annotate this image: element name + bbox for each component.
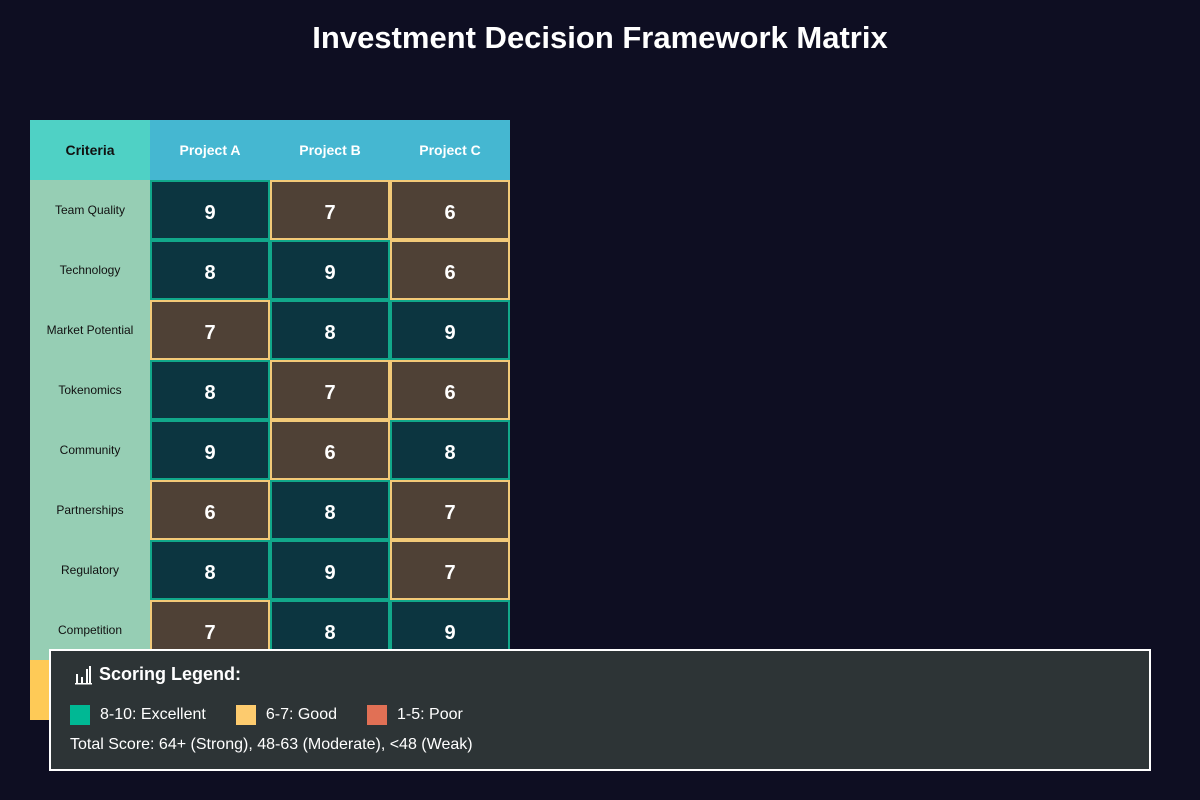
criteria-label: Partnerships bbox=[30, 480, 150, 540]
matrix-row-market-potential: Market Potential 7 8 9 bbox=[30, 300, 510, 360]
matrix-row-team-quality: Team Quality 9 7 6 bbox=[30, 180, 510, 240]
legend-swatch-good bbox=[235, 705, 256, 725]
matrix-body: Team Quality 9 7 6 Technology 8 9 6 Market Poten… bbox=[30, 180, 510, 660]
score-cell-project-a: 9 bbox=[150, 180, 270, 240]
matrix-row-regulatory: Regulatory 8 9 7 bbox=[30, 540, 510, 600]
matrix-row-technology: Technology 8 9 6 bbox=[30, 240, 510, 300]
legend-label-good: 6-7: Good bbox=[265, 706, 337, 723]
legend-swatch-excellent bbox=[70, 705, 90, 725]
project-b-header: Project B bbox=[270, 120, 390, 180]
score-cell-project-b: 7 bbox=[270, 360, 390, 420]
legend-title-text: Scoring Legend: bbox=[99, 664, 242, 684]
legend-label-excellent: 8-10: Excellent bbox=[100, 706, 206, 723]
score-cell-project-b: 8 bbox=[270, 480, 390, 540]
criteria-label: Regulatory bbox=[30, 540, 150, 600]
score-cell-project-a: 9 bbox=[150, 420, 270, 480]
score-cell-project-c: 6 bbox=[390, 240, 510, 300]
matrix-row-partnerships: Partnerships 6 8 7 bbox=[30, 480, 510, 540]
legend-label-poor: 1-5: Poor bbox=[397, 706, 463, 723]
score-cell-project-a: 8 bbox=[150, 360, 270, 420]
legend-title: Scoring Legend: bbox=[73, 664, 241, 685]
score-cell-project-b: 8 bbox=[270, 300, 390, 360]
matrix-row-tokenomics: Tokenomics 8 7 6 bbox=[30, 360, 510, 420]
project-a-header: Project A bbox=[150, 120, 270, 180]
score-cell-project-c: 6 bbox=[390, 360, 510, 420]
page-title: Investment Decision Framework Matrix bbox=[312, 20, 888, 55]
legend-note: Total Score: 64+ (Strong), 48-63 (Modera… bbox=[70, 736, 473, 753]
criteria-label: Team Quality bbox=[30, 180, 150, 240]
score-cell-project-b: 6 bbox=[270, 420, 390, 480]
criteria-label: Technology bbox=[30, 240, 150, 300]
criteria-label: Tokenomics bbox=[30, 360, 150, 420]
score-cell-project-a: 8 bbox=[150, 540, 270, 600]
matrix-row-community: Community 9 6 8 bbox=[30, 420, 510, 480]
project-c-header: Project C bbox=[390, 120, 510, 180]
legend-item-excellent: 8-10: Excellent bbox=[70, 705, 206, 725]
legend-items: 8-10: Excellent 6-7: Good 1-5: Poor bbox=[70, 705, 493, 725]
score-cell-project-a: 7 bbox=[150, 300, 270, 360]
criteria-label: Market Potential bbox=[30, 300, 150, 360]
matrix-header-row: Criteria Project A Project B Project C bbox=[30, 120, 510, 180]
bar-chart-icon bbox=[75, 665, 92, 684]
score-cell-project-c: 8 bbox=[390, 420, 510, 480]
scoring-legend: Scoring Legend: 8-10: Excellent 6-7: Goo… bbox=[49, 649, 1151, 771]
score-cell-project-c: 7 bbox=[390, 540, 510, 600]
criteria-label: Community bbox=[30, 420, 150, 480]
score-cell-project-c: 9 bbox=[390, 300, 510, 360]
score-cell-project-b: 7 bbox=[270, 180, 390, 240]
legend-swatch-poor bbox=[367, 705, 387, 725]
score-cell-project-c: 6 bbox=[390, 180, 510, 240]
score-cell-project-b: 9 bbox=[270, 540, 390, 600]
decision-matrix: Criteria Project A Project B Project C T… bbox=[30, 120, 510, 720]
score-cell-project-a: 8 bbox=[150, 240, 270, 300]
score-cell-project-a: 6 bbox=[150, 480, 270, 540]
legend-item-good: 6-7: Good bbox=[235, 705, 337, 725]
criteria-header: Criteria bbox=[30, 120, 150, 180]
score-cell-project-b: 9 bbox=[270, 240, 390, 300]
legend-item-poor: 1-5: Poor bbox=[367, 705, 463, 725]
score-cell-project-c: 7 bbox=[390, 480, 510, 540]
